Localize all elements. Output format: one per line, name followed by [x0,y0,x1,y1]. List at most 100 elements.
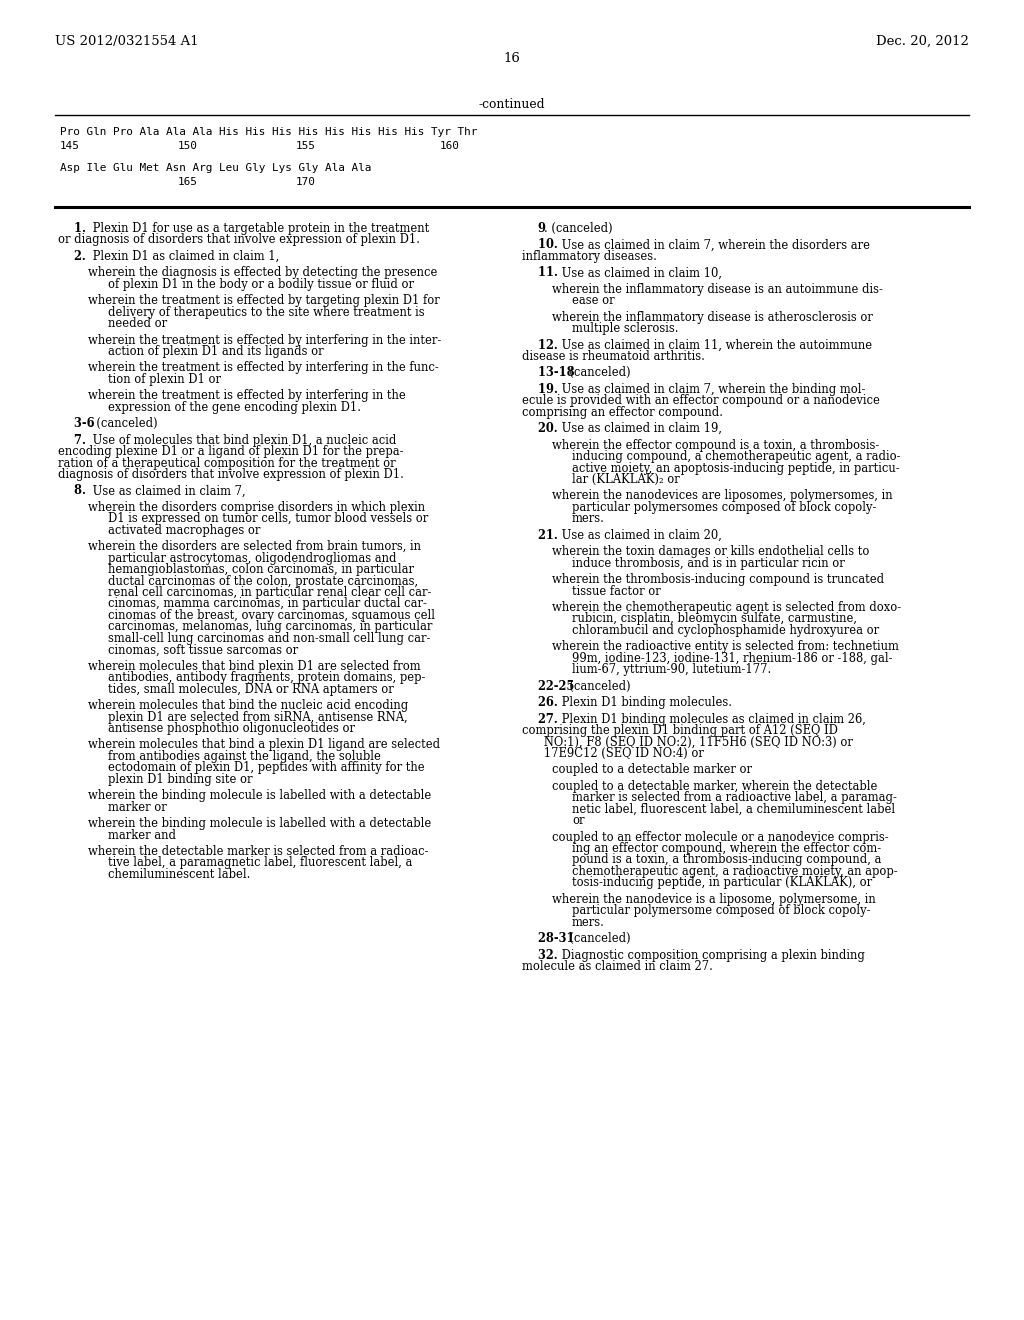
Text: wherein the radioactive entity is selected from: technetium: wherein the radioactive entity is select… [552,640,899,653]
Text: 27.: 27. [522,713,562,726]
Text: wherein the treatment is effected by targeting plexin D1 for: wherein the treatment is effected by tar… [88,294,439,308]
Text: wherein the nanodevices are liposomes, polymersomes, in: wherein the nanodevices are liposomes, p… [552,490,893,503]
Text: -continued: -continued [479,98,545,111]
Text: Use as claimed in claim 7, wherein the disorders are: Use as claimed in claim 7, wherein the d… [558,239,869,251]
Text: wherein the inflammatory disease is atherosclerosis or: wherein the inflammatory disease is athe… [552,310,872,323]
Text: Use as claimed in claim 19,: Use as claimed in claim 19, [558,422,722,436]
Text: 22-25: 22-25 [522,680,574,693]
Text: induce thrombosis, and is in particular ricin or: induce thrombosis, and is in particular … [572,557,845,570]
Text: coupled to a detectable marker or: coupled to a detectable marker or [552,763,752,776]
Text: tive label, a paramagnetic label, fluorescent label, a: tive label, a paramagnetic label, fluore… [108,857,413,870]
Text: 165: 165 [178,177,198,187]
Text: NO:1), F8 (SEQ ID NO:2), 11F5H6 (SEQ ID NO:3) or: NO:1), F8 (SEQ ID NO:2), 11F5H6 (SEQ ID … [522,735,853,748]
Text: chemotherapeutic agent, a radioactive moiety, an apop-: chemotherapeutic agent, a radioactive mo… [572,865,898,878]
Text: plexin D1 binding site or: plexin D1 binding site or [108,772,253,785]
Text: ease or: ease or [572,294,614,308]
Text: . (canceled): . (canceled) [562,680,631,693]
Text: wherein the treatment is effected by interfering in the inter-: wherein the treatment is effected by int… [88,334,441,347]
Text: 26.: 26. [522,696,562,709]
Text: lar (KLAKLAK)₂ or: lar (KLAKLAK)₂ or [572,473,680,486]
Text: diagnosis of disorders that involve expression of plexin D1.: diagnosis of disorders that involve expr… [58,469,403,480]
Text: US 2012/0321554 A1: US 2012/0321554 A1 [55,36,199,48]
Text: wherein the binding molecule is labelled with a detectable: wherein the binding molecule is labelled… [88,789,431,803]
Text: D1 is expressed on tumor cells, tumor blood vessels or: D1 is expressed on tumor cells, tumor bl… [108,512,428,525]
Text: Dec. 20, 2012: Dec. 20, 2012 [877,36,969,48]
Text: 19.: 19. [522,383,562,396]
Text: wherein the detectable marker is selected from a radioac-: wherein the detectable marker is selecte… [88,845,428,858]
Text: cinomas, mamma carcinomas, in particular ductal car-: cinomas, mamma carcinomas, in particular… [108,598,427,610]
Text: ductal carcinomas of the colon, prostate carcinomas,: ductal carcinomas of the colon, prostate… [108,574,418,587]
Text: pound is a toxin, a thrombosis-inducing compound, a: pound is a toxin, a thrombosis-inducing … [572,854,882,866]
Text: action of plexin D1 and its ligands or: action of plexin D1 and its ligands or [108,345,324,358]
Text: comprising an effector compound.: comprising an effector compound. [522,405,723,418]
Text: antibodies, antibody fragments, protein domains, pep-: antibodies, antibody fragments, protein … [108,671,425,684]
Text: from antibodies against the ligand, the soluble: from antibodies against the ligand, the … [108,750,381,763]
Text: particular polymersomes composed of block copoly-: particular polymersomes composed of bloc… [572,500,877,513]
Text: 170: 170 [296,177,315,187]
Text: activated macrophages or: activated macrophages or [108,524,260,537]
Text: wherein molecules that bind plexin D1 are selected from: wherein molecules that bind plexin D1 ar… [88,660,421,673]
Text: Plexin D1 for use as a targetable protein in the treatment: Plexin D1 for use as a targetable protei… [89,222,429,235]
Text: ecule is provided with an effector compound or a nanodevice: ecule is provided with an effector compo… [522,395,880,408]
Text: 10.: 10. [522,239,562,251]
Text: marker is selected from a radioactive label, a paramag-: marker is selected from a radioactive la… [572,791,897,804]
Text: wherein the toxin damages or kills endothelial cells to: wherein the toxin damages or kills endot… [552,545,869,558]
Text: active moiety, an apoptosis-inducing peptide, in particu-: active moiety, an apoptosis-inducing pep… [572,462,900,474]
Text: wherein the inflammatory disease is an autoimmune dis-: wherein the inflammatory disease is an a… [552,282,883,296]
Text: wherein the diagnosis is effected by detecting the presence: wherein the diagnosis is effected by det… [88,267,437,280]
Text: small-cell lung carcinomas and non-small cell lung car-: small-cell lung carcinomas and non-small… [108,632,430,645]
Text: cinomas of the breast, ovary carcinomas, squamous cell: cinomas of the breast, ovary carcinomas,… [108,609,435,622]
Text: 17E9C12 (SEQ ID NO:4) or: 17E9C12 (SEQ ID NO:4) or [522,747,703,760]
Text: mers.: mers. [572,916,605,929]
Text: wherein molecules that bind a plexin D1 ligand are selected: wherein molecules that bind a plexin D1 … [88,738,440,751]
Text: Pro Gln Pro Ala Ala Ala His His His His His His His His Tyr Thr: Pro Gln Pro Ala Ala Ala His His His His … [60,127,477,137]
Text: chemiluminescent label.: chemiluminescent label. [108,869,251,880]
Text: tissue factor or: tissue factor or [572,585,660,598]
Text: 12.: 12. [522,338,562,351]
Text: coupled to an effector molecule or a nanodevice compris-: coupled to an effector molecule or a nan… [552,830,889,843]
Text: needed or: needed or [108,317,167,330]
Text: Plexin D1 as claimed in claim 1,: Plexin D1 as claimed in claim 1, [89,249,280,263]
Text: Diagnostic composition comprising a plexin binding: Diagnostic composition comprising a plex… [558,949,864,961]
Text: Use as claimed in claim 10,: Use as claimed in claim 10, [558,267,722,280]
Text: particular polymersome composed of block copoly-: particular polymersome composed of block… [572,904,870,917]
Text: coupled to a detectable marker, wherein the detectable: coupled to a detectable marker, wherein … [552,780,878,793]
Text: tion of plexin D1 or: tion of plexin D1 or [108,372,221,385]
Text: wherein the thrombosis-inducing compound is truncated: wherein the thrombosis-inducing compound… [552,573,884,586]
Text: 145: 145 [60,141,80,150]
Text: 2.: 2. [58,249,90,263]
Text: comprising the plexin D1 binding part of A12 (SEQ ID: comprising the plexin D1 binding part of… [522,723,838,737]
Text: ing an effector compound, wherein the effector com-: ing an effector compound, wherein the ef… [572,842,881,855]
Text: inflammatory diseases.: inflammatory diseases. [522,249,656,263]
Text: 1.: 1. [58,222,90,235]
Text: wherein the binding molecule is labelled with a detectable: wherein the binding molecule is labelled… [88,817,431,830]
Text: encoding plexine D1 or a ligand of plexin D1 for the prepa-: encoding plexine D1 or a ligand of plexi… [58,445,403,458]
Text: 13-18: 13-18 [522,367,574,379]
Text: 11.: 11. [522,267,562,280]
Text: 155: 155 [296,141,315,150]
Text: 8.: 8. [58,484,90,498]
Text: wherein the disorders are selected from brain tumors, in: wherein the disorders are selected from … [88,540,421,553]
Text: wherein the effector compound is a toxin, a thrombosis-: wherein the effector compound is a toxin… [552,438,880,451]
Text: 3-6: 3-6 [58,417,94,430]
Text: wherein the disorders comprise disorders in which plexin: wherein the disorders comprise disorders… [88,500,425,513]
Text: ration of a therapeutical composition for the treatment or: ration of a therapeutical composition fo… [58,457,395,470]
Text: chlorambucil and cyclophosphamide hydroxyurea or: chlorambucil and cyclophosphamide hydrox… [572,624,880,636]
Text: or: or [572,814,585,828]
Text: particular astrocytomas, oligodendrogliomas and: particular astrocytomas, oligodendroglio… [108,552,396,565]
Text: Use as claimed in claim 20,: Use as claimed in claim 20, [558,529,722,541]
Text: plexin D1 are selected from siRNA, antisense RNA,: plexin D1 are selected from siRNA, antis… [108,710,408,723]
Text: . (canceled): . (canceled) [562,367,631,379]
Text: 160: 160 [440,141,460,150]
Text: 16: 16 [504,51,520,65]
Text: Use of molecules that bind plexin D1, a nucleic acid: Use of molecules that bind plexin D1, a … [89,434,396,446]
Text: . (canceled): . (canceled) [562,932,631,945]
Text: mers.: mers. [572,512,605,525]
Text: 7.: 7. [58,434,90,446]
Text: 28-31: 28-31 [522,932,574,945]
Text: Use as claimed in claim 7, wherein the binding mol-: Use as claimed in claim 7, wherein the b… [558,383,865,396]
Text: 99m, iodine-123, iodine-131, rhenium-186 or -188, gal-: 99m, iodine-123, iodine-131, rhenium-186… [572,652,893,665]
Text: 150: 150 [178,141,198,150]
Text: marker and: marker and [108,829,176,842]
Text: wherein the chemotherapeutic agent is selected from doxo-: wherein the chemotherapeutic agent is se… [552,601,901,614]
